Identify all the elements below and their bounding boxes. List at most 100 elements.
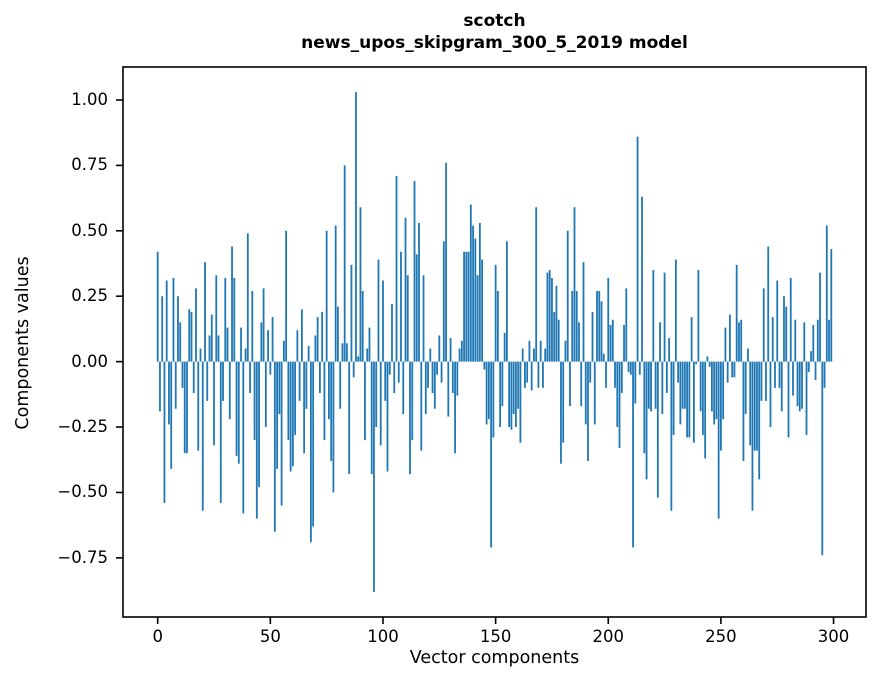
bar (557, 319, 560, 362)
bar (201, 361, 204, 511)
bar (429, 348, 432, 362)
bar (733, 361, 736, 378)
bar (328, 361, 330, 420)
bar (280, 361, 283, 506)
bar (614, 361, 616, 388)
bar (357, 356, 360, 362)
bar (778, 361, 781, 388)
bar (539, 340, 542, 362)
bar (368, 327, 371, 362)
bar (692, 361, 695, 443)
bar (355, 92, 357, 362)
bar (686, 361, 689, 438)
bar (341, 343, 344, 362)
y-tick-label: 0.50 (71, 220, 108, 240)
bar (616, 361, 619, 428)
bar (303, 361, 306, 454)
bar (632, 361, 634, 548)
bar (159, 361, 161, 412)
bar (251, 290, 254, 362)
bar (204, 262, 206, 362)
bar (524, 361, 526, 388)
bar (298, 361, 301, 401)
bar (767, 246, 770, 362)
bar (656, 361, 659, 498)
bar (681, 361, 684, 409)
bar (620, 361, 623, 394)
bar (661, 361, 664, 414)
bar (744, 361, 747, 414)
bar (492, 361, 495, 438)
bar (548, 270, 551, 362)
bar (391, 304, 393, 362)
bar (593, 361, 596, 425)
bar (377, 259, 380, 362)
y-tick-label: −0.50 (57, 482, 108, 502)
x-tick-label: 200 (592, 627, 625, 646)
bar (699, 361, 702, 412)
bar (807, 361, 810, 373)
bar (715, 361, 718, 420)
bar (533, 348, 535, 362)
bar (677, 361, 680, 383)
bar (469, 204, 472, 362)
bar (330, 361, 333, 462)
bar (753, 361, 756, 451)
bar (197, 361, 200, 451)
bar (505, 241, 508, 362)
bar (474, 238, 477, 362)
bar (343, 165, 346, 362)
bar (323, 361, 326, 441)
bar (442, 241, 445, 362)
bar (395, 175, 398, 362)
bar (451, 361, 454, 394)
bar (420, 361, 423, 451)
bar (445, 162, 447, 362)
bar (192, 361, 195, 394)
bar (589, 361, 592, 383)
bar (546, 272, 549, 362)
bar (722, 361, 725, 420)
bar (566, 230, 569, 362)
bar (711, 361, 713, 412)
y-tick-label: −0.25 (57, 417, 108, 437)
bar (249, 361, 251, 394)
bar (332, 361, 335, 493)
bar (629, 361, 632, 375)
bar (544, 348, 547, 362)
bar (183, 361, 186, 454)
bar (821, 361, 824, 556)
bar (596, 290, 598, 362)
bar (258, 361, 260, 488)
bar (738, 322, 740, 362)
bar (758, 361, 761, 480)
bar (296, 330, 299, 362)
bar (163, 361, 166, 503)
bar (402, 361, 405, 414)
bar (309, 361, 312, 543)
bar (206, 361, 209, 401)
bar (337, 306, 339, 362)
bar (438, 335, 441, 362)
bar (172, 277, 175, 362)
y-tick-label: −0.75 (57, 547, 108, 567)
bar (456, 361, 459, 396)
bar (708, 361, 711, 367)
bar (760, 361, 763, 401)
bar (213, 361, 215, 446)
bar (447, 361, 450, 417)
bar (472, 225, 474, 362)
y-tick-label: 0.00 (71, 351, 108, 371)
bar (325, 230, 328, 362)
bar (291, 361, 294, 467)
bar (796, 361, 799, 407)
bar (287, 361, 290, 441)
bar (436, 361, 438, 375)
bar (780, 361, 783, 412)
bar (647, 361, 650, 409)
bar (415, 254, 418, 362)
bar (625, 288, 628, 362)
bar (801, 361, 803, 409)
bar (562, 361, 565, 443)
